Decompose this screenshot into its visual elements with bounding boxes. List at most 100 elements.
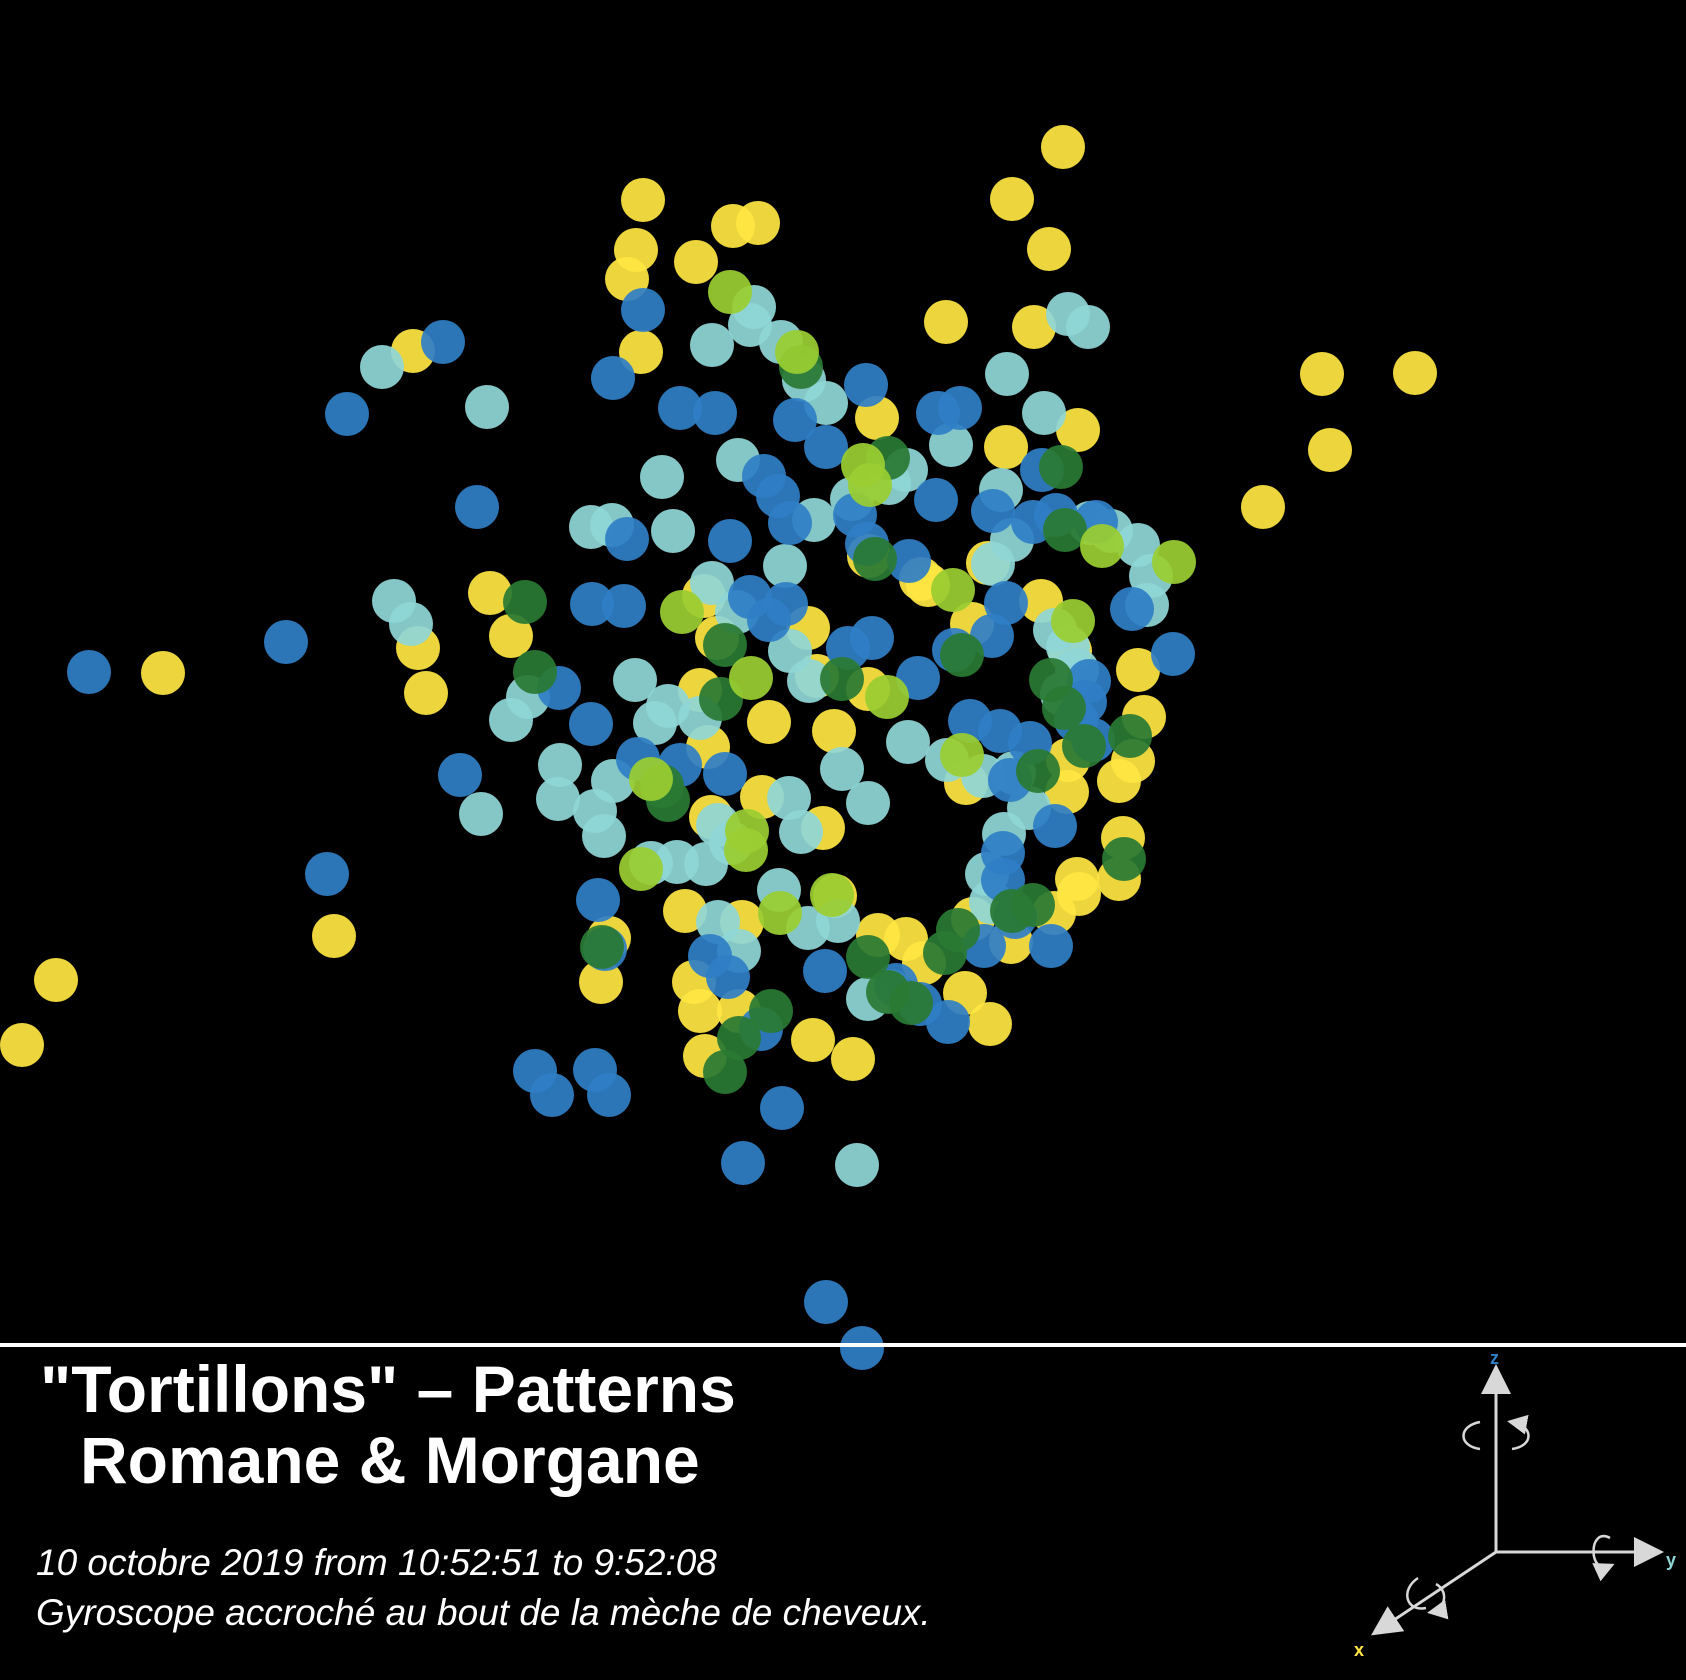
axis-gizmo: z y x (1354, 1348, 1676, 1660)
scatter-point (570, 582, 614, 626)
scatter-point (1051, 599, 1095, 643)
scatter-point (1097, 759, 1141, 803)
scatter-point (1108, 714, 1152, 758)
scatter-point (582, 814, 626, 858)
scatter-point (764, 582, 808, 626)
scatter-point (708, 519, 752, 563)
scatter-point (621, 288, 665, 332)
scatter-point (264, 620, 308, 664)
scatter-point (1110, 587, 1154, 631)
scatter-point (1080, 524, 1124, 568)
scatter-point (708, 270, 752, 314)
scatter-point (580, 925, 624, 969)
scatter-point (591, 356, 635, 400)
scatter-point (602, 584, 646, 628)
scatter-point (325, 392, 369, 436)
scatter-point (711, 204, 755, 248)
scatter-point (1022, 391, 1066, 435)
scatter-point (421, 320, 465, 364)
scatter-point (1016, 749, 1060, 793)
scatter-point (1027, 227, 1071, 271)
scatter-point (840, 1326, 884, 1370)
scatter-point (721, 1141, 765, 1185)
scatter-point (34, 958, 78, 1002)
scatter-point (812, 709, 856, 753)
scatter-point (538, 743, 582, 787)
y-axis-label: y (1666, 1550, 1676, 1570)
scatter-point (536, 777, 580, 821)
scatter-point (1012, 305, 1056, 349)
scatter-point (1308, 428, 1352, 472)
scatter-point (569, 702, 613, 746)
scatter-point (767, 776, 811, 820)
scatter-point (853, 537, 897, 581)
scatter-point (576, 878, 620, 922)
scatter-point (865, 675, 909, 719)
scatter-point (674, 240, 718, 284)
scatter-point (820, 657, 864, 701)
scatter-point (629, 757, 673, 801)
scatter-point (787, 659, 831, 703)
scatter-point (569, 505, 613, 549)
scatter-point (990, 177, 1034, 221)
scatter-point (804, 425, 848, 469)
scatter-point (703, 752, 747, 796)
scatter-point (971, 489, 1015, 533)
scatter-point (791, 1018, 835, 1062)
scatter-point (438, 753, 482, 797)
x-axis-label: x (1354, 1640, 1364, 1660)
caption-description: Gyroscope accroché au bout de la mèche d… (36, 1592, 931, 1633)
scatter-point (489, 698, 533, 742)
scatter-point (621, 178, 665, 222)
y-rotation-icon (1592, 1534, 1615, 1582)
scatter-point (455, 485, 499, 529)
scatter-point (984, 581, 1028, 625)
scatter-point (846, 935, 890, 979)
chart-subtitle: Romane & Morgane (80, 1423, 700, 1497)
scatter-point (729, 656, 773, 700)
scatter-point (940, 633, 984, 677)
scatter-point (1241, 485, 1285, 529)
scatter-point (804, 1280, 848, 1324)
caption-date-range: 10 octobre 2019 from 10:52:51 to 9:52:08 (36, 1542, 717, 1583)
z-axis-label: z (1490, 1348, 1499, 1368)
scatter-point (1300, 352, 1344, 396)
scatter-point (848, 463, 892, 507)
scatter-point (360, 345, 404, 389)
scatter-point (1029, 924, 1073, 968)
scatter-point (758, 891, 802, 935)
scatter-point (465, 385, 509, 429)
scatter-point (513, 650, 557, 694)
scatter-point (889, 981, 933, 1025)
scatter-point (810, 873, 854, 917)
scatter-point (724, 828, 768, 872)
scatter-point (1042, 686, 1086, 730)
scatter-point (760, 1086, 804, 1130)
scatter-point (773, 398, 817, 442)
scatter-point (844, 363, 888, 407)
scatter-point (690, 561, 734, 605)
x-rotation-icon (1406, 1576, 1444, 1612)
scatter-point (640, 455, 684, 499)
scatter-point (703, 623, 747, 667)
scatter-point (1151, 632, 1195, 676)
scatter-point (706, 955, 750, 999)
scatter-point (587, 1073, 631, 1117)
scatter-point (459, 792, 503, 836)
scatter-point (1056, 408, 1100, 452)
scatter-point (1033, 804, 1077, 848)
scatter-point (0, 1023, 44, 1067)
scatter-point (619, 847, 663, 891)
scatter-point (690, 323, 734, 367)
scatter-point (619, 330, 663, 374)
scatter-point (579, 960, 623, 1004)
scatter-point (468, 571, 512, 615)
scatter-point (968, 1002, 1012, 1046)
scatter-point (660, 590, 704, 634)
scatter-point (990, 889, 1034, 933)
scatter-point (887, 539, 931, 583)
scatter-point (717, 1016, 761, 1060)
scatter-point (971, 542, 1015, 586)
scatter-point (747, 700, 791, 744)
